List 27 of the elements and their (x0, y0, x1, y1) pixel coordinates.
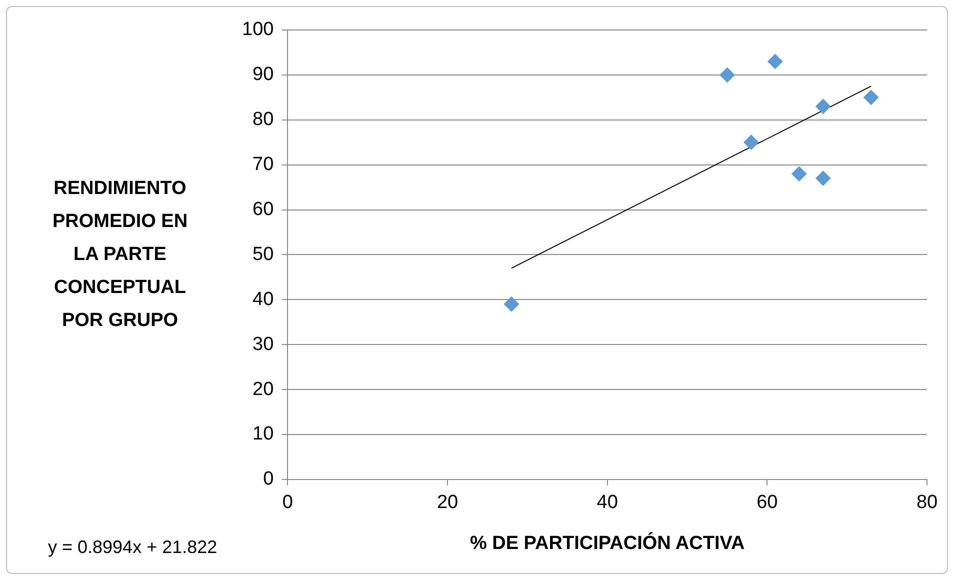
y-tick-label: 90 (252, 64, 274, 86)
y-tick-label: 30 (252, 334, 274, 355)
x-axis-title: % DE PARTICIPACIÓN ACTIVA (470, 532, 746, 554)
y-tick-label: 0 (263, 468, 274, 490)
y-tick-label: 50 (252, 244, 274, 265)
y-tick-label: 40 (252, 288, 274, 310)
x-tick-label: 0 (282, 492, 293, 514)
text: y = 0.8994x + 21.822 (48, 536, 218, 557)
y-tick-label: 20 (252, 378, 274, 400)
point (744, 134, 759, 150)
point (504, 296, 519, 312)
y-tick-label: 100 (242, 19, 274, 40)
point (720, 67, 735, 82)
point (768, 54, 783, 69)
x-tick-label: 20 (436, 492, 458, 514)
y-tick-label: 10 (252, 424, 274, 445)
x-tick-label: 40 (596, 492, 618, 514)
y-tick-label: 60 (252, 198, 274, 220)
y-tick-label: 70 (252, 154, 274, 176)
point (864, 90, 879, 105)
point (816, 170, 831, 186)
y-axis-title: RENDIMIENTO PROMEDIO EN LA PARTE CONCEPTUAL POR GRUPO (51, 177, 189, 333)
x-tick-label: 80 (916, 492, 938, 514)
point (816, 98, 831, 114)
y-tick-label: 80 (252, 109, 274, 130)
x-tick-label: 60 (756, 492, 778, 514)
point (792, 166, 807, 182)
